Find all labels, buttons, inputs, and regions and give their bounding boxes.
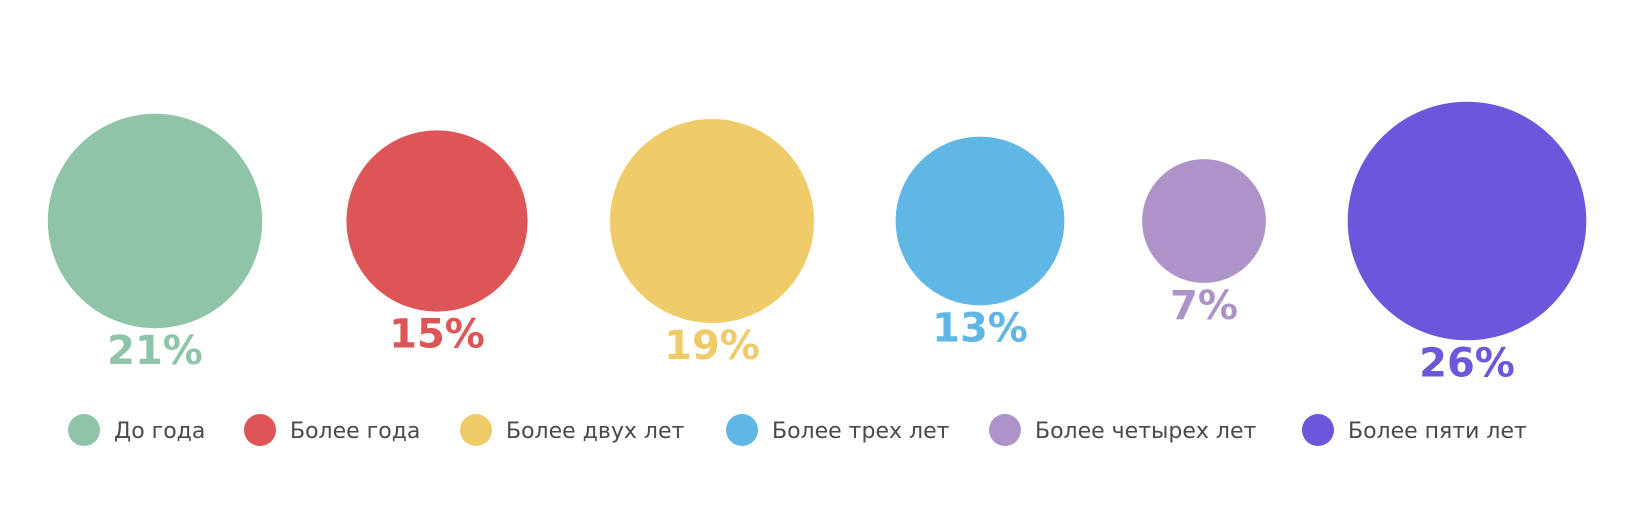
legend-item-5: Более четырех лет (989, 414, 1257, 446)
legend-label: Более трех лет (772, 419, 950, 444)
value-label-4: 13% (932, 305, 1028, 351)
legend-label: Более четырех лет (1035, 419, 1257, 444)
value-label-3: 19% (664, 323, 760, 369)
legend-swatch (1302, 414, 1334, 446)
legend: До года Более года Более двух лет Более тре… (68, 414, 1527, 446)
legend-swatch (68, 414, 100, 446)
value-label-6: 26% (1419, 340, 1515, 386)
bubble-1 (47, 113, 263, 329)
legend-swatch (989, 414, 1021, 446)
legend-item-6: Более пяти лет (1302, 414, 1527, 446)
legend-swatch (726, 414, 758, 446)
legend-label: Более пяти лет (1348, 419, 1527, 444)
value-label-2: 15% (389, 312, 485, 358)
bubble-3 (610, 119, 814, 323)
value-label-group: 21% 15% 19% 13% 7% 26% (107, 283, 1515, 386)
legend-item-4: Более трех лет (726, 414, 950, 446)
legend-item-2: Более года (244, 414, 420, 446)
legend-swatch (244, 414, 276, 446)
bubble-4 (895, 136, 1065, 306)
bubble-group (47, 101, 1587, 341)
legend-swatch (460, 414, 492, 446)
bubble-5 (1142, 159, 1266, 283)
bubble-2 (346, 130, 528, 312)
value-label-1: 21% (107, 328, 203, 374)
legend-item-3: Более двух лет (460, 414, 684, 446)
legend-label: Более года (290, 419, 420, 444)
legend-item-1: До года (68, 414, 205, 446)
value-label-5: 7% (1170, 283, 1238, 329)
bubble-6 (1347, 101, 1587, 341)
legend-label: Более двух лет (506, 419, 684, 444)
legend-label: До года (114, 419, 205, 444)
